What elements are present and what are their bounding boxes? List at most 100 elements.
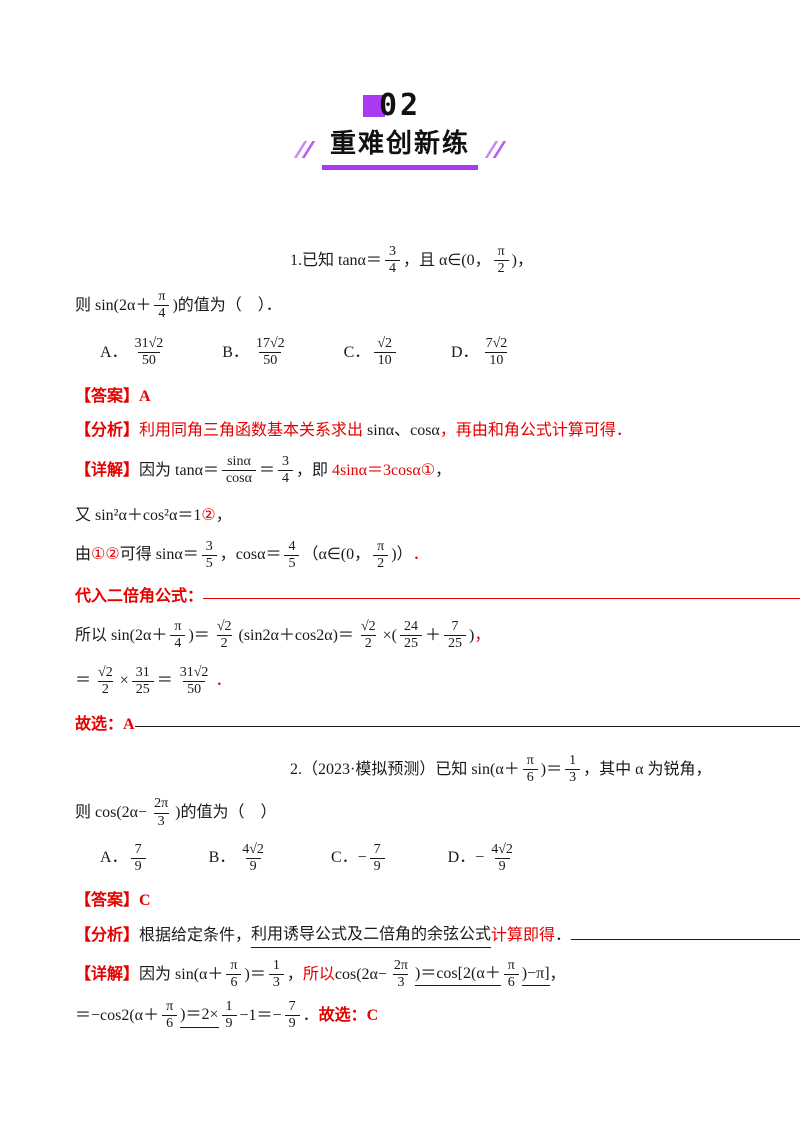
fraction-numerator: 7 [373,841,381,857]
text-segment: ． [555,927,572,945]
text-segment: 故选：A [75,715,135,733]
text-segment: ， [474,627,491,645]
fraction: 31 25 [131,664,154,698]
math-line: A． 31√2 50 B． 17√2 50 C． √2 10 D． 7√2 10 [75,336,800,369]
fraction-numerator: 31 [135,664,150,680]
fraction-denominator: 10 [373,352,396,369]
text-segment: 4sinα＝3cosα① [331,461,436,479]
fraction-denominator: 3 [565,769,581,786]
fraction: 31√2 50 [131,336,168,369]
math-line: 【答案】A [75,386,800,408]
rule-line [134,726,800,728]
fraction: 4√2 9 [238,842,268,875]
fraction-numerator: π [230,958,238,974]
text-segment: ， [435,461,452,479]
text-segment: C．− [330,849,367,867]
math-line: 代入二倍角公式： [75,586,800,608]
fraction-denominator: 50 [259,352,282,369]
text-segment: 利用同角三角函数基本关系求出 [139,422,368,440]
text-segment: ＝ [75,672,92,690]
text-segment: B． [208,849,236,867]
fraction-numerator: 1 [272,958,280,974]
fraction-denominator: 2 [360,635,376,652]
fraction-denominator: 25 [399,635,422,652]
text-segment: 因为 sin(α＋ [139,965,224,983]
math-line: 由 ①② 可得 sinα＝ 3 5 ，cosα＝ 4 5 （α∈(0， π 2)）． [75,539,800,572]
math-line: 【详解】 因为 sin(α＋ π 6)＝ 1 3，所以 cos(2α− 2π 3)＝cos[2(… [75,958,800,991]
math-line: ＝−cos2(α＋ π 6)＝2× 1 9 −1＝− 7 9 ．故选：C [75,999,800,1032]
text-segment: 根据给定条件， [139,927,252,945]
text-segment: C． [343,344,371,362]
text-segment: 因为 tanα＝ [139,461,219,479]
fraction: 17√2 50 [252,336,289,369]
math-line: 【答案】C [75,890,800,912]
slash-decoration-right-icon [484,141,507,158]
fraction: 24 25 [399,619,422,652]
math-line: 1.已知 tanα＝ 3 4 ，且 α∈(0， π 2)， [75,244,800,277]
fraction-numerator: 3 [205,538,213,554]
text-segment: 【详解】 [75,461,140,479]
fraction-numerator: π [174,619,182,635]
fraction-denominator: 4 [154,305,170,322]
fraction-numerator: 7 [134,841,142,857]
math-line: 则 cos(2α− 2π 3)的值为（ ） [75,796,800,829]
text-segment: 计算即得 [491,927,556,945]
text-segment: 1.已知 tanα＝ [290,251,382,269]
fraction-denominator: 5 [284,554,300,572]
fraction: √2 2 [94,665,117,698]
text-segment: )−π] [521,963,550,987]
fraction: 31√2 50 [176,665,213,698]
fraction-denominator: 2 [216,635,232,652]
math-line: 【详解】 因为 tanα＝ sinα cosα ＝ 3 4 ，即 4sinα＝3cosα①， [75,454,800,487]
fraction-denominator: 6 [503,974,519,991]
fraction: 7√2 10 [482,336,512,369]
fraction: 2π 3 [390,958,412,991]
math-line: ＝ √2 2 × 31 25 ＝ 31√2 50 ． [75,665,800,698]
text-segment: −1＝− [239,1007,282,1025]
fraction-numerator: 1 [569,753,577,769]
text-segment: ×( [382,627,397,645]
text-segment: ② [201,506,216,524]
text-segment: ． [302,1007,319,1025]
rule-line [571,939,800,941]
math-line: 【分析】 利用同角三角函数基本关系求出 sinα、cosα ，再由和角公式计算可得． [75,420,800,442]
fraction-numerator: 4√2 [491,841,513,857]
fraction-denominator: 2 [97,680,113,698]
text-segment: )＝2× [180,1004,219,1028]
text-segment: B． [222,344,249,362]
text-segment: )＝cos[2(α＋ [415,963,501,987]
fraction-denominator: 2 [373,554,389,572]
fraction-denominator: 5 [201,554,217,572]
section-header: 02 重难创新练 [0,0,800,170]
text-segment: 故选：C [318,1007,379,1025]
fraction-denominator: 9 [284,1015,300,1032]
text-segment: 又 sin²α＋cos²α＝1 [75,506,202,524]
text-segment: ． [412,546,429,564]
fraction: 2π 3 [150,796,172,829]
fraction-denominator: 25 [444,635,466,652]
fraction-numerator: 3 [388,244,396,259]
text-segment: (sin2α＋cos2α)＝ [238,627,354,645]
fraction-numerator: 2π [154,796,169,812]
text-segment: ． [615,422,632,440]
fraction-denominator: 9 [369,857,385,875]
text-segment: × [119,672,129,690]
text-segment: ＝ [156,672,173,690]
text-segment: 【详解】 [75,965,140,983]
section-number: 02 [378,88,422,123]
fraction-denominator: 3 [268,974,284,991]
section-title: 重难创新练 [321,123,478,170]
text-segment: D．− [447,849,485,867]
text-segment: 可得 sinα＝ [119,546,199,564]
fraction: sinα cosα [221,454,256,487]
fraction-denominator: 3 [393,974,409,991]
